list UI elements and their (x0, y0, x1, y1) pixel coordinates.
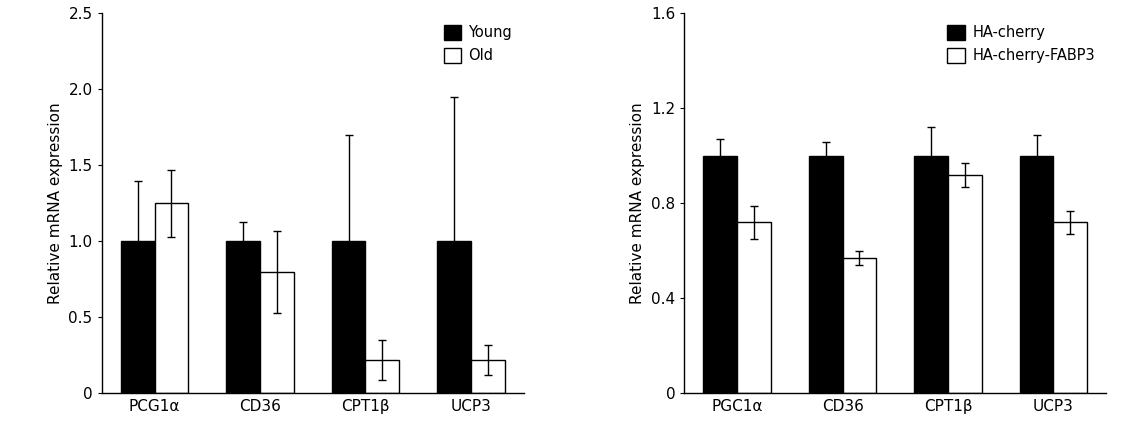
Legend: HA-cherry, HA-cherry-FABP3: HA-cherry, HA-cherry-FABP3 (943, 21, 1100, 67)
Bar (155, 203, 189, 393)
Bar (437, 241, 471, 393)
Bar (842, 258, 876, 393)
Bar (737, 222, 771, 393)
Bar (1053, 222, 1087, 393)
Bar (366, 360, 400, 393)
Bar (260, 272, 294, 393)
Bar (226, 241, 260, 393)
Bar (703, 156, 737, 393)
Legend: Young, Old: Young, Old (439, 21, 516, 67)
Bar (1019, 156, 1053, 393)
Bar (121, 241, 155, 393)
Bar (948, 175, 982, 393)
Bar (332, 241, 366, 393)
Bar (471, 360, 505, 393)
Bar (914, 156, 948, 393)
Y-axis label: Relative mRNA expression: Relative mRNA expression (630, 102, 646, 304)
Bar (808, 156, 842, 393)
Y-axis label: Relative mRNA expression: Relative mRNA expression (47, 102, 63, 304)
